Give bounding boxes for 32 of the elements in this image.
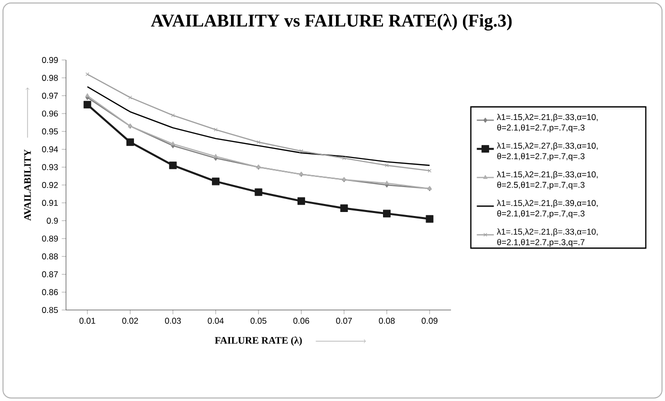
- legend-label: λ1=.15,λ2=.21,β=.33,α=10, θ=2.1,θ1=2.7,p=.7,q=.3: [496, 114, 598, 132]
- x-tick-label: 0.08: [378, 318, 395, 324]
- y-tick-label: 0.93: [42, 164, 58, 170]
- x-tick-label: 0.06: [293, 318, 310, 324]
- x-tick-label: 0.09: [422, 318, 438, 324]
- x-tick-label: 0.04: [208, 318, 224, 324]
- x-tick-label: 0.07: [336, 318, 352, 324]
- y-tick-label: 0.89: [42, 236, 58, 242]
- chart-title: AVAILABILITY vs FAILURE RATE(λ) (Fig.3): [150, 14, 512, 30]
- x-tick-label: 0.02: [122, 318, 138, 324]
- legend-label: λ1=.15,λ2=.21,β=.39,α=10, θ=2.1,θ1=2.7,p=.7,q=.3: [496, 200, 598, 218]
- y-tick-label: 0.92: [42, 182, 58, 188]
- x-tick-label: 0.05: [250, 318, 266, 324]
- legend-label: λ1=.15,λ2=.27,β=.33,α=10, θ=2.1,θ1=2.7,p=.7,q=.3: [496, 142, 598, 161]
- x-axis-title: FAILURE RATE (λ): [214, 336, 302, 346]
- x-tick-label: 0.01: [79, 318, 96, 324]
- y-tick-label: 0.85: [42, 307, 58, 313]
- legend-label: λ1=.15,λ2=.21,β=.33,α=10, θ=2.1,θ1=2.7,p=.3,q=.7: [496, 228, 598, 247]
- x-tick-label: 0.03: [165, 318, 181, 324]
- y-tick-label: 0.9: [46, 218, 58, 224]
- y-tick-label: 0.94: [42, 146, 58, 152]
- legend-label: λ1=.15,λ2=.21,β=.33,α=10, θ=2.5,θ1=2.7,p=.7,q=.3: [496, 171, 598, 190]
- y-tick-label: 0.97: [42, 92, 58, 99]
- y-tick-label: 0.87: [42, 271, 58, 278]
- y-tick-label: 0.98: [42, 74, 58, 81]
- y-tick-label: 0.86: [42, 289, 58, 296]
- y-tick-label: 0.95: [42, 128, 58, 134]
- y-axis-title: AVAILABILITY: [24, 149, 31, 221]
- y-tick-label: 0.91: [42, 200, 58, 206]
- y-tick-label: 0.96: [42, 110, 58, 117]
- y-tick-label: 0.99: [42, 57, 58, 63]
- y-tick-label: 0.88: [42, 253, 58, 260]
